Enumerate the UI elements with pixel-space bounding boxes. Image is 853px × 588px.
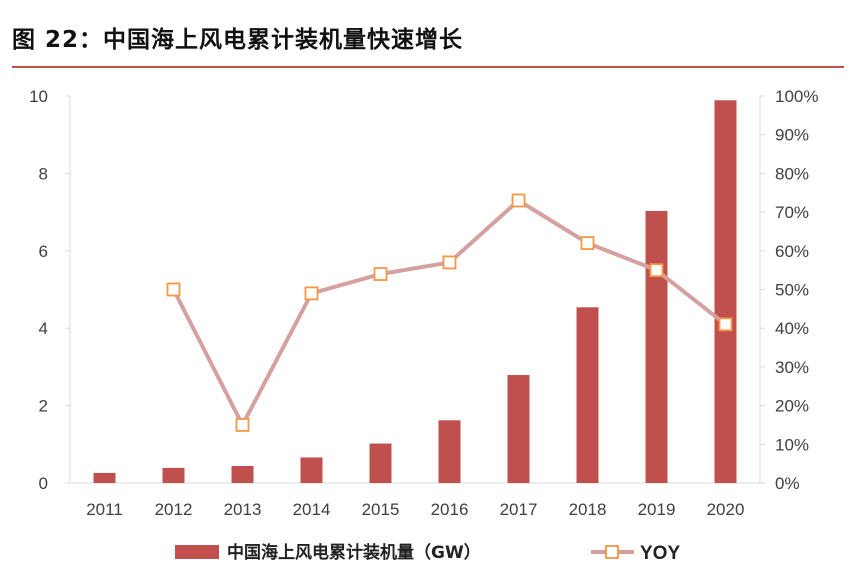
x-tick-label: 2018 [569, 500, 607, 519]
x-tick-label: 2020 [707, 500, 745, 519]
yoy-point-2018 [580, 236, 595, 250]
x-tick-label: 2015 [362, 500, 400, 519]
bar-2016 [438, 420, 461, 483]
right-tick-label: 50% [775, 281, 809, 300]
yoy-point-2015 [373, 267, 388, 281]
right-tick-label: 100% [775, 87, 818, 106]
figure-title-text: 中国海上风电累计装机量快速增长 [103, 27, 464, 53]
left-tick-label: 2 [39, 397, 48, 416]
x-tick-label: 2016 [431, 500, 469, 519]
legend-line-label: YOY [640, 543, 680, 564]
legend-bar-swatch [175, 545, 219, 559]
bar-2013 [231, 465, 254, 483]
right-tick-label: 80% [775, 164, 809, 183]
legend-bar-label: 中国海上风电累计装机量（GW） [227, 542, 481, 563]
yoy-point-2017 [511, 193, 526, 208]
legend: 中国海上风电累计装机量（GW） YOY [175, 542, 680, 564]
figure-label: 图 22： [12, 27, 104, 53]
legend-line-marker [605, 545, 619, 559]
right-tick-label: 10% [775, 435, 809, 454]
left-tick-label: 8 [39, 164, 48, 183]
left-tick-label: 10 [29, 87, 48, 106]
yoy-point-2020 [718, 317, 733, 332]
right-tick-label: 40% [775, 319, 809, 338]
bar-2019 [645, 210, 668, 483]
bar-2018 [576, 307, 599, 483]
yoy-point-2012 [166, 282, 181, 297]
x-tick-label: 2017 [500, 500, 538, 519]
x-tick-label: 2014 [293, 500, 331, 519]
x-tick-label: 2013 [224, 500, 262, 519]
bar-series [93, 100, 737, 484]
yoy-line [171, 198, 727, 427]
yoy-point-2019 [649, 263, 664, 278]
title-divider [12, 66, 844, 68]
right-tick-label: 90% [775, 126, 809, 145]
left-tick-label: 4 [39, 319, 48, 338]
x-tick-label: 2012 [155, 500, 193, 519]
left-tick-label: 6 [39, 242, 48, 261]
bar-2012 [162, 467, 185, 483]
x-tick-label: 2019 [638, 500, 676, 519]
yoy-point-2013 [235, 418, 250, 432]
bar-2017 [507, 375, 530, 483]
bar-2011 [93, 472, 116, 483]
yoy-point-2016 [442, 255, 457, 270]
yoy-point-2014 [304, 286, 319, 301]
bar-2015 [369, 443, 392, 483]
yoy-line-series [166, 193, 733, 432]
bar-2014 [300, 457, 323, 483]
x-tick-label: 2011 [86, 500, 123, 519]
right-tick-label: 0% [775, 474, 800, 493]
right-tick-label: 30% [775, 358, 809, 377]
right-tick-label: 60% [775, 242, 809, 261]
axes: 02468100%10%20%30%40%50%60%70%80%90%100%… [29, 87, 818, 519]
right-tick-label: 70% [775, 203, 809, 222]
figure-title: 图 22：中国海上风电累计装机量快速增长 [12, 20, 463, 54]
right-tick-label: 20% [775, 397, 809, 416]
bar-2020 [714, 100, 737, 484]
left-tick-label: 0 [39, 474, 48, 493]
